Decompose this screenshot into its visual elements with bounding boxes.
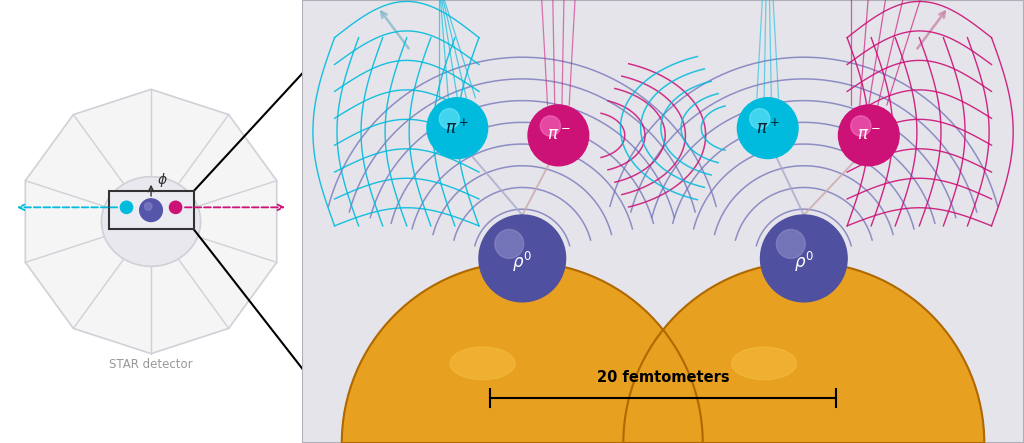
- Wedge shape: [342, 262, 702, 443]
- Circle shape: [427, 98, 487, 159]
- Polygon shape: [26, 89, 276, 354]
- Circle shape: [776, 229, 805, 258]
- Circle shape: [169, 201, 181, 214]
- Circle shape: [839, 105, 899, 166]
- Text: 20 femtometers: 20 femtometers: [597, 370, 729, 385]
- Circle shape: [750, 109, 770, 129]
- Circle shape: [737, 98, 798, 159]
- Circle shape: [121, 201, 133, 214]
- Wedge shape: [624, 262, 984, 443]
- Circle shape: [528, 105, 589, 166]
- Text: $\phi$: $\phi$: [157, 171, 167, 189]
- Circle shape: [761, 215, 847, 302]
- Text: $\rho^0$: $\rho^0$: [512, 250, 532, 274]
- Circle shape: [541, 116, 560, 136]
- Circle shape: [144, 202, 152, 210]
- Text: $\pi^+$: $\pi^+$: [445, 118, 469, 138]
- FancyBboxPatch shape: [109, 191, 194, 229]
- Circle shape: [439, 109, 460, 129]
- Ellipse shape: [451, 347, 515, 380]
- Text: $\rho^0$: $\rho^0$: [794, 250, 814, 274]
- Circle shape: [139, 199, 163, 222]
- Text: $\pi^+$: $\pi^+$: [756, 118, 779, 138]
- Circle shape: [495, 229, 523, 258]
- Ellipse shape: [101, 177, 201, 266]
- Text: $\pi^-$: $\pi^-$: [547, 127, 570, 144]
- Text: STAR detector: STAR detector: [110, 358, 193, 372]
- Circle shape: [851, 116, 871, 136]
- Ellipse shape: [731, 347, 797, 380]
- FancyBboxPatch shape: [302, 0, 1024, 443]
- Text: $\pi^-$: $\pi^-$: [857, 127, 881, 144]
- Circle shape: [479, 215, 565, 302]
